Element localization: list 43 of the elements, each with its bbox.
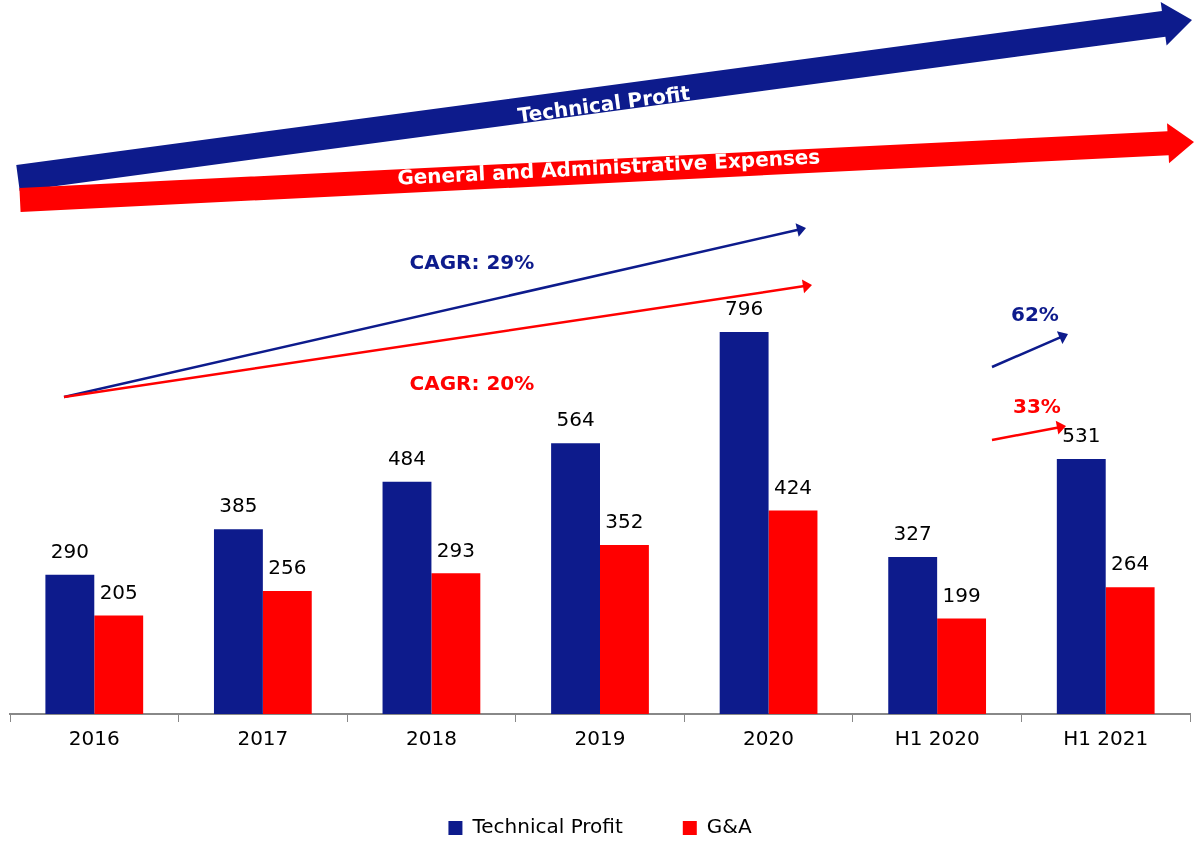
x-tick-label: 2016 <box>68 726 120 751</box>
x-tick-label: 2018 <box>405 726 457 751</box>
data-label: 293 <box>436 537 475 562</box>
data-label: 484 <box>387 445 427 470</box>
bar <box>45 574 95 714</box>
data-label: 290 <box>50 539 89 563</box>
data-label: 352 <box>605 509 644 534</box>
text: General and Administrative Expenses <box>396 144 821 190</box>
bar <box>600 545 649 714</box>
data-label: 264 <box>1111 551 1150 576</box>
legend-label: G&A <box>706 814 752 839</box>
text: Technical Profit <box>516 80 692 128</box>
bar <box>1056 459 1106 714</box>
bar <box>551 443 600 714</box>
bar <box>888 557 938 714</box>
data-label: 564 <box>556 407 595 432</box>
bar <box>382 481 432 714</box>
bar <box>768 510 818 714</box>
data-label: 199 <box>942 582 981 607</box>
legend-label: Technical Profit <box>471 814 623 839</box>
bar <box>431 573 481 714</box>
text: 62% <box>1011 302 1059 326</box>
x-tick-label: H1 2020 <box>894 726 980 751</box>
data-label: 796 <box>725 296 764 321</box>
x-tick-label: 2019 <box>574 726 626 751</box>
annotation: CAGR: 20% <box>409 371 535 395</box>
bar <box>1105 587 1155 714</box>
bar <box>94 615 144 714</box>
data-label: 424 <box>773 474 813 499</box>
bar <box>937 618 987 714</box>
annotation: 33% <box>1013 394 1061 418</box>
data-label: 327 <box>893 521 932 546</box>
data-label: 205 <box>99 579 138 604</box>
text: CAGR: 29% <box>409 250 535 274</box>
x-tick-label: H1 2021 <box>1063 726 1149 751</box>
x-tick-label: 2020 <box>743 726 795 751</box>
data-label: 385 <box>219 493 258 518</box>
bar <box>213 529 263 714</box>
data-label: 256 <box>268 555 307 580</box>
data-label: 531 <box>1062 423 1101 448</box>
x-tick-label: 2017 <box>237 726 289 751</box>
bar <box>719 331 769 714</box>
bar <box>262 591 312 714</box>
